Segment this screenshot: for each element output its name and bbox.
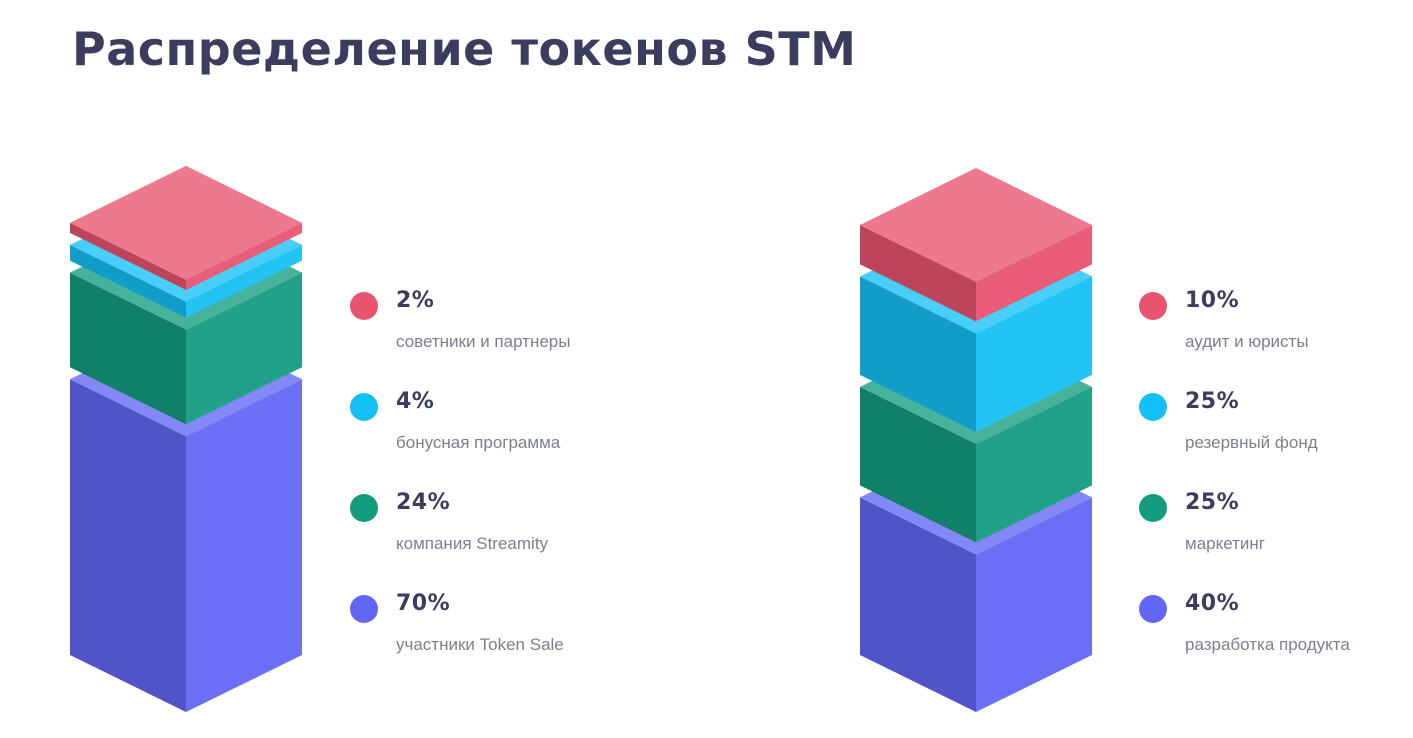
segment-left-face (860, 386, 976, 543)
segment-right-face (186, 222, 302, 290)
segment-left-face (70, 272, 186, 425)
page-title: Распределение токенов STM (72, 22, 857, 76)
segment-left-face (860, 497, 976, 712)
legend-dot (350, 595, 378, 623)
segment-right-face (976, 276, 1092, 432)
segment-right-face (186, 244, 302, 318)
legend-label: маркетинг (1185, 534, 1265, 553)
legend-label: аудит и юристы (1185, 332, 1309, 351)
legend-dot (1139, 494, 1167, 522)
legend-percent: 25% (1185, 490, 1240, 515)
stack-chart-1 (70, 165, 302, 712)
segment-top-face (70, 165, 302, 280)
legend-dot (1139, 595, 1167, 623)
legend-percent: 25% (1185, 389, 1240, 414)
stack-chart-2 (860, 168, 1092, 712)
legend-percent: 10% (1185, 288, 1240, 313)
legend-percent: 70% (396, 591, 451, 616)
legend-label: резервный фонд (1185, 433, 1318, 452)
legend-percent: 2% (396, 288, 435, 313)
segment-right-face (186, 272, 302, 425)
legend-label: советники и партнеры (396, 332, 571, 351)
bar-segment-советники-и-партнеры (70, 165, 302, 290)
segment-right-face (976, 497, 1092, 712)
legend-label: компания Streamity (396, 534, 549, 553)
legend-dot (350, 494, 378, 522)
legend-percent: 24% (396, 490, 451, 515)
segment-left-face (860, 276, 976, 432)
segment-left-face (70, 244, 186, 318)
legend-dot (350, 292, 378, 320)
segment-right-face (976, 386, 1092, 543)
legend-label: бонусная программа (396, 433, 561, 452)
legend-dot (1139, 292, 1167, 320)
segment-left-face (860, 225, 976, 322)
segment-left-face (70, 222, 186, 290)
segment-top-face (860, 168, 1092, 282)
legend-label: участники Token Sale (396, 635, 564, 654)
segment-right-face (976, 225, 1092, 322)
legend-dot (350, 393, 378, 421)
bar-segment-аудит-и-юристы (860, 168, 1092, 322)
segment-right-face (186, 379, 302, 712)
legend-percent: 40% (1185, 591, 1240, 616)
segment-left-face (70, 379, 186, 712)
legend-dot (1139, 393, 1167, 421)
legend-percent: 4% (396, 389, 435, 414)
legend-label: разработка продукта (1185, 635, 1350, 654)
